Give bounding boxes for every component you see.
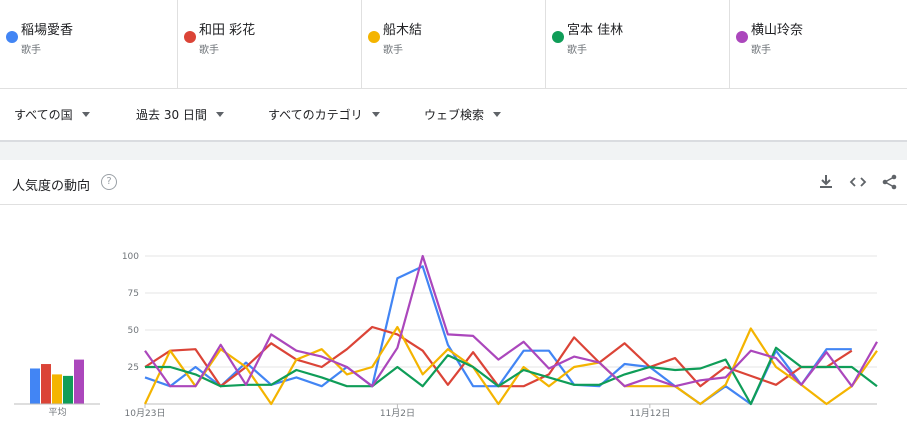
term-color-dot — [184, 31, 196, 43]
interest-over-time-header: 人気度の動向 ? — [0, 160, 907, 205]
filter-bar: すべての国 過去 30 日間 すべてのカテゴリ ウェブ検索 — [0, 89, 907, 142]
y-tick-label: 50 — [128, 326, 140, 336]
term-category: 歌手 — [199, 45, 219, 56]
term-card-5[interactable]: 横山玲奈 歌手 — [730, 0, 907, 88]
region-dropdown[interactable]: すべての国 — [14, 106, 90, 123]
term-color-dot — [368, 31, 380, 43]
download-icon[interactable] — [816, 172, 836, 192]
term-category: 歌手 — [567, 45, 587, 56]
term-card-3[interactable]: 船木結 歌手 — [362, 0, 546, 88]
term-category: 歌手 — [383, 45, 403, 56]
term-name: 船木結 — [383, 23, 423, 38]
x-tick-label: 11月2日 — [380, 408, 415, 419]
x-tick-label: 11月12日 — [629, 408, 670, 419]
trend-chart: 平均 25 50 75 100 10月23日 11月2日 11月12日 — [14, 252, 878, 419]
y-tick-label: 75 — [128, 289, 139, 299]
comparison-terms-bar: 稲場愛香 歌手 和田 彩花 歌手 船木結 歌手 宮本 佳林 歌手 横山玲奈 歌手 — [0, 0, 907, 89]
average-bar — [63, 375, 73, 404]
period-dropdown-label: 過去 30 日間 — [136, 108, 207, 122]
term-color-dot — [736, 31, 748, 43]
y-tick-label: 25 — [128, 363, 139, 373]
series-line-5 — [144, 254, 878, 388]
card-title: 人気度の動向 — [12, 179, 91, 194]
term-card-2[interactable]: 和田 彩花 歌手 — [178, 0, 362, 88]
caret-down-icon — [371, 112, 380, 117]
region-dropdown-label: すべての国 — [14, 108, 73, 122]
term-color-dot — [6, 31, 18, 43]
series-line-3 — [144, 325, 878, 406]
term-category: 歌手 — [751, 45, 771, 56]
average-bar — [52, 374, 62, 404]
term-name: 和田 彩花 — [199, 23, 256, 38]
term-name: 稲場愛香 — [21, 23, 74, 38]
series-line-4 — [145, 346, 878, 406]
category-dropdown-label: すべてのカテゴリ — [268, 108, 363, 122]
help-icon[interactable]: ? — [101, 174, 117, 190]
search-type-dropdown-label: ウェブ検索 — [424, 108, 485, 122]
average-bar — [41, 364, 51, 404]
average-bar — [30, 368, 40, 404]
average-label: 平均 — [48, 406, 66, 418]
term-category: 歌手 — [21, 45, 41, 56]
chart-gridlines: 25 50 75 100 10月23日 11月2日 11月12日 — [122, 252, 877, 419]
x-tick-label: 10月23日 — [125, 408, 166, 419]
term-card-4[interactable]: 宮本 佳林 歌手 — [546, 0, 730, 88]
share-icon[interactable] — [880, 172, 900, 192]
search-type-dropdown[interactable]: ウェブ検索 — [424, 106, 502, 123]
caret-down-icon — [493, 112, 502, 117]
y-tick-label: 100 — [122, 252, 139, 262]
term-color-dot — [552, 31, 564, 43]
category-dropdown[interactable]: すべてのカテゴリ — [268, 106, 380, 123]
series-line-1 — [144, 265, 852, 406]
average-bar — [74, 359, 84, 404]
term-name: 宮本 佳林 — [567, 23, 624, 38]
section-gap — [0, 142, 907, 160]
term-name: 横山玲奈 — [751, 23, 804, 38]
chart-series-lines — [144, 254, 878, 406]
term-card-1[interactable]: 稲場愛香 歌手 — [0, 0, 178, 88]
caret-down-icon — [215, 112, 224, 117]
caret-down-icon — [81, 112, 90, 117]
period-dropdown[interactable]: 過去 30 日間 — [136, 106, 224, 123]
embed-icon[interactable] — [848, 172, 868, 192]
average-bars: 平均 — [14, 359, 100, 418]
